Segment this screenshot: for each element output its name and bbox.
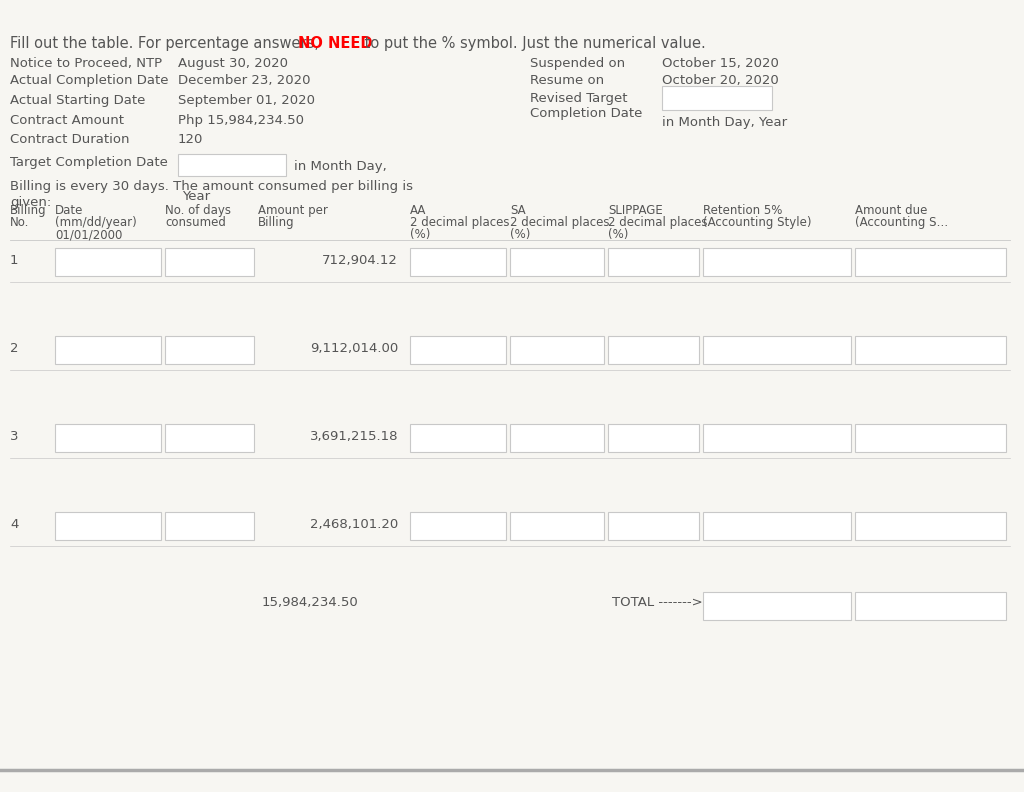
- Text: Actual Completion Date: Actual Completion Date: [10, 74, 169, 87]
- Text: 2,468,101.20: 2,468,101.20: [309, 518, 398, 531]
- FancyBboxPatch shape: [855, 336, 1006, 364]
- Text: 01/01/2000: 01/01/2000: [55, 228, 123, 241]
- FancyBboxPatch shape: [410, 248, 506, 276]
- Text: Fill out the table. For percentage answers,: Fill out the table. For percentage answe…: [10, 36, 324, 51]
- Text: SLIPPAGE: SLIPPAGE: [608, 204, 663, 217]
- FancyBboxPatch shape: [165, 512, 254, 540]
- FancyBboxPatch shape: [55, 248, 161, 276]
- Text: (%): (%): [608, 228, 629, 241]
- Text: given:: given:: [10, 196, 51, 209]
- Text: 2: 2: [10, 342, 18, 355]
- FancyBboxPatch shape: [55, 424, 161, 452]
- Text: Notice to Proceed, NTP: Notice to Proceed, NTP: [10, 57, 162, 70]
- Text: 120: 120: [178, 133, 204, 146]
- FancyBboxPatch shape: [178, 154, 286, 176]
- Text: Date: Date: [55, 204, 83, 217]
- Text: 3,691,215.18: 3,691,215.18: [309, 430, 398, 443]
- FancyBboxPatch shape: [608, 512, 699, 540]
- Text: 1: 1: [10, 254, 18, 267]
- FancyBboxPatch shape: [55, 336, 161, 364]
- Text: (%): (%): [510, 228, 530, 241]
- Text: 2 decimal places: 2 decimal places: [410, 216, 510, 229]
- Text: NO NEED: NO NEED: [298, 36, 373, 51]
- FancyBboxPatch shape: [410, 336, 506, 364]
- FancyBboxPatch shape: [510, 248, 604, 276]
- Text: consumed: consumed: [165, 216, 226, 229]
- Text: Revised Target: Revised Target: [530, 92, 628, 105]
- Text: SA: SA: [510, 204, 525, 217]
- Text: (mm/dd/year): (mm/dd/year): [55, 216, 137, 229]
- FancyBboxPatch shape: [608, 336, 699, 364]
- Text: 15,984,234.50: 15,984,234.50: [262, 596, 358, 609]
- FancyBboxPatch shape: [703, 248, 851, 276]
- Text: October 20, 2020: October 20, 2020: [662, 74, 778, 87]
- Text: 3: 3: [10, 430, 18, 443]
- Text: (%): (%): [410, 228, 430, 241]
- Text: TOTAL ------->: TOTAL ------->: [612, 596, 702, 609]
- FancyBboxPatch shape: [855, 424, 1006, 452]
- Text: Billing is every 30 days. The amount consumed per billing is: Billing is every 30 days. The amount con…: [10, 180, 413, 193]
- Text: Billing: Billing: [258, 216, 295, 229]
- Text: Actual Starting Date: Actual Starting Date: [10, 94, 145, 107]
- Text: Php 15,984,234.50: Php 15,984,234.50: [178, 114, 304, 127]
- FancyBboxPatch shape: [510, 424, 604, 452]
- Text: Amount due: Amount due: [855, 204, 928, 217]
- FancyBboxPatch shape: [410, 512, 506, 540]
- Text: (Accounting S…: (Accounting S…: [855, 216, 948, 229]
- FancyBboxPatch shape: [510, 336, 604, 364]
- FancyBboxPatch shape: [165, 336, 254, 364]
- Text: 2 decimal places: 2 decimal places: [608, 216, 708, 229]
- FancyBboxPatch shape: [55, 512, 161, 540]
- FancyBboxPatch shape: [703, 336, 851, 364]
- Text: Contract Duration: Contract Duration: [10, 133, 129, 146]
- Text: No. of days: No. of days: [165, 204, 231, 217]
- Text: Target Completion Date: Target Completion Date: [10, 156, 168, 169]
- Text: September 01, 2020: September 01, 2020: [178, 94, 315, 107]
- FancyBboxPatch shape: [165, 424, 254, 452]
- Text: Amount per: Amount per: [258, 204, 328, 217]
- Text: Resume on: Resume on: [530, 74, 604, 87]
- FancyBboxPatch shape: [703, 592, 851, 620]
- Text: to put the % symbol. Just the numerical value.: to put the % symbol. Just the numerical …: [360, 36, 706, 51]
- Text: Year: Year: [182, 190, 210, 203]
- Text: Suspended on: Suspended on: [530, 57, 625, 70]
- FancyBboxPatch shape: [608, 248, 699, 276]
- Text: (Accounting Style): (Accounting Style): [703, 216, 811, 229]
- FancyBboxPatch shape: [703, 512, 851, 540]
- FancyBboxPatch shape: [662, 86, 772, 110]
- Text: October 15, 2020: October 15, 2020: [662, 57, 779, 70]
- FancyBboxPatch shape: [608, 424, 699, 452]
- FancyBboxPatch shape: [855, 512, 1006, 540]
- Text: 712,904.12: 712,904.12: [323, 254, 398, 267]
- Text: Contract Amount: Contract Amount: [10, 114, 124, 127]
- Text: Billing: Billing: [10, 204, 47, 217]
- Text: AA: AA: [410, 204, 426, 217]
- FancyBboxPatch shape: [410, 424, 506, 452]
- Text: 9,112,014.00: 9,112,014.00: [309, 342, 398, 355]
- Text: No.: No.: [10, 216, 30, 229]
- Text: December 23, 2020: December 23, 2020: [178, 74, 310, 87]
- Text: in Month Day, Year: in Month Day, Year: [662, 116, 787, 129]
- Text: August 30, 2020: August 30, 2020: [178, 57, 288, 70]
- Text: Retention 5%: Retention 5%: [703, 204, 782, 217]
- FancyBboxPatch shape: [510, 512, 604, 540]
- FancyBboxPatch shape: [855, 248, 1006, 276]
- Text: 2 decimal places: 2 decimal places: [510, 216, 609, 229]
- FancyBboxPatch shape: [165, 248, 254, 276]
- FancyBboxPatch shape: [703, 424, 851, 452]
- Text: 4: 4: [10, 518, 18, 531]
- FancyBboxPatch shape: [855, 592, 1006, 620]
- Text: in Month Day,: in Month Day,: [294, 160, 387, 173]
- Text: Completion Date: Completion Date: [530, 107, 642, 120]
